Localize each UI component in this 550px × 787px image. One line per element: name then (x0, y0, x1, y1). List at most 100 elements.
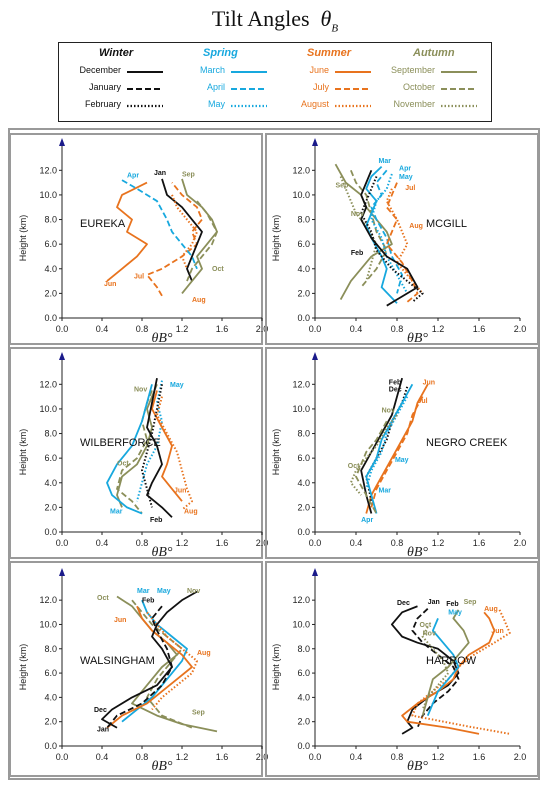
month-annotation: Jun (114, 617, 126, 624)
y-tick-label: 2.0 (297, 502, 310, 512)
y-axis-arrow (312, 138, 318, 146)
chart-panel-1: 0.0 0.4 0.8 1.2 1.6 2.0 0.0 2.0 4.0 6.0 8.0 10.0 12.… (265, 133, 539, 346)
x-tick-label: 0.0 (56, 324, 69, 334)
month-annotation: Nov (382, 408, 395, 415)
x-axis-label: θB° (151, 545, 172, 560)
y-axis-arrow (312, 568, 318, 576)
series-line-august (401, 611, 496, 735)
series-line-january (106, 605, 173, 729)
y-tick-label: 4.0 (44, 478, 57, 488)
y-tick-label: 0.0 (297, 741, 310, 751)
y-tick-label: 10.0 (292, 404, 310, 414)
y-tick-label: 10.0 (292, 619, 310, 629)
y-tick-label: 10.0 (292, 190, 310, 200)
x-tick-label: 0.4 (96, 752, 109, 762)
legend-swatch-july (335, 88, 371, 90)
chart-panel-2: 0.0 0.4 0.8 1.2 1.6 2.0 0.0 2.0 4.0 6.0 8.0 10.0 12.… (9, 347, 269, 560)
month-annotation: Feb (142, 598, 154, 605)
x-tick-label: 0.0 (309, 538, 322, 548)
month-annotation: Mar (379, 488, 392, 495)
y-axis-label: Height (km) (271, 429, 281, 476)
series-line-october (355, 420, 388, 514)
y-tick-label: 0.0 (44, 313, 57, 323)
x-tick-label: 1.2 (432, 538, 445, 548)
station-label: NEGRO CREEK (426, 437, 508, 449)
y-tick-label: 8.0 (44, 644, 57, 654)
x-tick-label: 1.6 (216, 752, 229, 762)
y-tick-label: 0.0 (297, 313, 310, 323)
month-annotation: Dec (397, 600, 410, 607)
legend-swatch-may (231, 104, 267, 108)
legend-label-may: May (207, 99, 225, 109)
figure-title: Tilt Angles θB (0, 6, 550, 34)
month-annotation: Apr (127, 173, 139, 180)
x-tick-label: 0.4 (350, 752, 363, 762)
legend-swatch-september (441, 71, 477, 73)
legend-swatch-august (335, 104, 371, 108)
legend-label-july: July (312, 82, 329, 92)
y-tick-label: 8.0 (297, 429, 310, 439)
y-tick-label: 4.0 (297, 264, 310, 274)
x-tick-label: 1.6 (216, 324, 229, 334)
legend-season-autumn: Autumn (413, 47, 455, 59)
series-line-november (116, 383, 158, 508)
month-annotation: May (170, 382, 184, 389)
month-annotation: May (395, 457, 409, 464)
series-line-march (106, 384, 153, 515)
month-annotation: Aug (484, 606, 498, 613)
x-tick-label: 1.2 (176, 538, 189, 548)
series-line-april (370, 169, 404, 294)
y-tick-label: 12.0 (39, 595, 57, 605)
x-tick-label: 1.2 (432, 324, 445, 334)
x-tick-label: 1.2 (432, 752, 445, 762)
legend-season-spring: Spring (203, 47, 238, 59)
month-annotation: Oct (348, 463, 360, 470)
y-tick-label: 2.0 (297, 717, 310, 727)
legend-label-november: November (393, 99, 435, 109)
series-line-june (106, 605, 193, 729)
series-line-august (156, 396, 193, 511)
series-line-june (151, 390, 183, 502)
month-annotation: Aug (409, 223, 423, 230)
x-tick-label: 1.6 (473, 538, 486, 548)
y-tick-label: 0.0 (44, 741, 57, 751)
series-line-march (426, 618, 460, 716)
month-annotation: May (399, 174, 413, 181)
x-axis-label: θB° (407, 331, 428, 346)
series-line-december (390, 605, 460, 735)
y-tick-label: 2.0 (44, 288, 57, 298)
x-tick-label: 0.8 (391, 538, 404, 548)
y-tick-label: 6.0 (44, 668, 57, 678)
legend-label-october: October (402, 82, 435, 92)
series-line-december (101, 590, 198, 729)
y-axis-label: Height (km) (18, 644, 28, 691)
month-annotation: Nov (134, 387, 147, 394)
series-line-may (365, 396, 409, 490)
x-tick-label: 1.6 (473, 324, 486, 334)
x-tick-label: 0.4 (96, 538, 109, 548)
x-tick-label: 2.0 (514, 538, 527, 548)
legend-label-august: August (300, 99, 329, 109)
y-tick-label: 4.0 (44, 264, 57, 274)
y-axis-label: Height (km) (271, 215, 281, 262)
series-line-august (171, 194, 198, 270)
panel-border (265, 133, 539, 345)
month-annotation: Nov (351, 211, 364, 218)
y-axis-arrow (312, 352, 318, 360)
series-line-january (411, 608, 460, 729)
chart-panel-5: 0.0 0.4 0.8 1.2 1.6 2.0 0.0 2.0 4.0 6.0 8.0 10.0 12.… (265, 561, 539, 777)
station-label: WILBERFORCE (80, 437, 161, 449)
month-annotation: Oct (212, 266, 224, 273)
legend-label-january: January (88, 82, 121, 92)
x-tick-label: 2.0 (514, 324, 527, 334)
y-tick-label: 6.0 (297, 668, 310, 678)
month-annotation: Aug (192, 297, 206, 304)
month-annotation: Jul (418, 398, 428, 405)
y-tick-label: 0.0 (44, 527, 57, 537)
month-annotation: May (448, 610, 462, 617)
x-tick-label: 0.8 (136, 752, 149, 762)
x-tick-label: 2.0 (256, 538, 269, 548)
y-tick-label: 4.0 (297, 478, 310, 488)
series-line-june (106, 181, 148, 282)
y-tick-label: 10.0 (39, 404, 57, 414)
